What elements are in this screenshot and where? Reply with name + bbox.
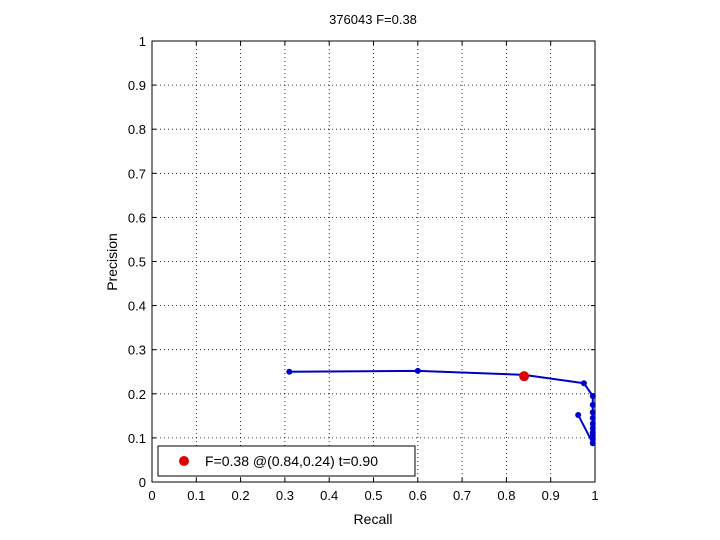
y-tick-label: 0.8 bbox=[128, 122, 146, 137]
y-tick-label: 0.1 bbox=[128, 431, 146, 446]
pr-point bbox=[575, 411, 582, 418]
legend-text: F=0.38 @(0.84,0.24) t=0.90 bbox=[205, 453, 378, 469]
x-axis-ticks: 0 0.1 0.2 0.3 0.4 0.5 0.6 0.7 0.8 0.9 1 bbox=[148, 41, 599, 503]
legend: F=0.38 @(0.84,0.24) t=0.90 bbox=[157, 445, 416, 477]
pr-point bbox=[589, 440, 596, 447]
x-tick-label: 0.9 bbox=[542, 488, 560, 503]
pr-point bbox=[589, 409, 596, 416]
y-tick-label: 0.5 bbox=[128, 255, 146, 270]
pr-point bbox=[589, 415, 596, 422]
x-tick-label: 0 bbox=[148, 488, 155, 503]
pr-point bbox=[589, 401, 596, 408]
pr-point bbox=[589, 435, 596, 442]
pr-curve-line bbox=[289, 369, 594, 445]
chart-title: 376043 F=0.38 bbox=[329, 12, 417, 27]
y-tick-label: 1 bbox=[139, 34, 146, 49]
legend-box bbox=[157, 445, 416, 477]
y-tick-label: 0 bbox=[139, 475, 146, 490]
y-tick-label: 0.7 bbox=[128, 166, 146, 181]
x-tick-label: 0.2 bbox=[232, 488, 250, 503]
grid-lines bbox=[152, 41, 595, 482]
pr-point bbox=[589, 393, 596, 400]
y-axis-label: Precision bbox=[104, 233, 120, 291]
pr-point bbox=[286, 368, 293, 375]
x-tick-label: 0.6 bbox=[409, 488, 427, 503]
y-tick-label: 0.3 bbox=[128, 343, 146, 358]
x-tick-label: 0.3 bbox=[276, 488, 294, 503]
best-f-point bbox=[519, 371, 530, 382]
x-axis-label: Recall bbox=[354, 511, 393, 527]
pr-point bbox=[589, 420, 596, 427]
x-tick-label: 0.1 bbox=[187, 488, 205, 503]
x-tick-label: 0.4 bbox=[320, 488, 338, 503]
pr-point bbox=[414, 367, 421, 374]
x-tick-label: 0.7 bbox=[453, 488, 471, 503]
pr-point bbox=[580, 380, 587, 387]
y-tick-label: 0.6 bbox=[128, 210, 146, 225]
x-tick-label: 0.8 bbox=[497, 488, 515, 503]
legend-marker bbox=[179, 456, 189, 466]
series-group bbox=[286, 367, 596, 447]
x-tick-label: 1 bbox=[591, 488, 598, 503]
x-tick-label: 0.5 bbox=[364, 488, 382, 503]
y-tick-label: 0.9 bbox=[128, 78, 146, 93]
y-axis-ticks: 0 0.1 0.2 0.3 0.4 0.5 0.6 0.7 0.8 0.9 1 bbox=[128, 34, 595, 490]
y-tick-label: 0.2 bbox=[128, 387, 146, 402]
y-tick-label: 0.4 bbox=[128, 299, 146, 314]
pr-point bbox=[589, 425, 596, 432]
